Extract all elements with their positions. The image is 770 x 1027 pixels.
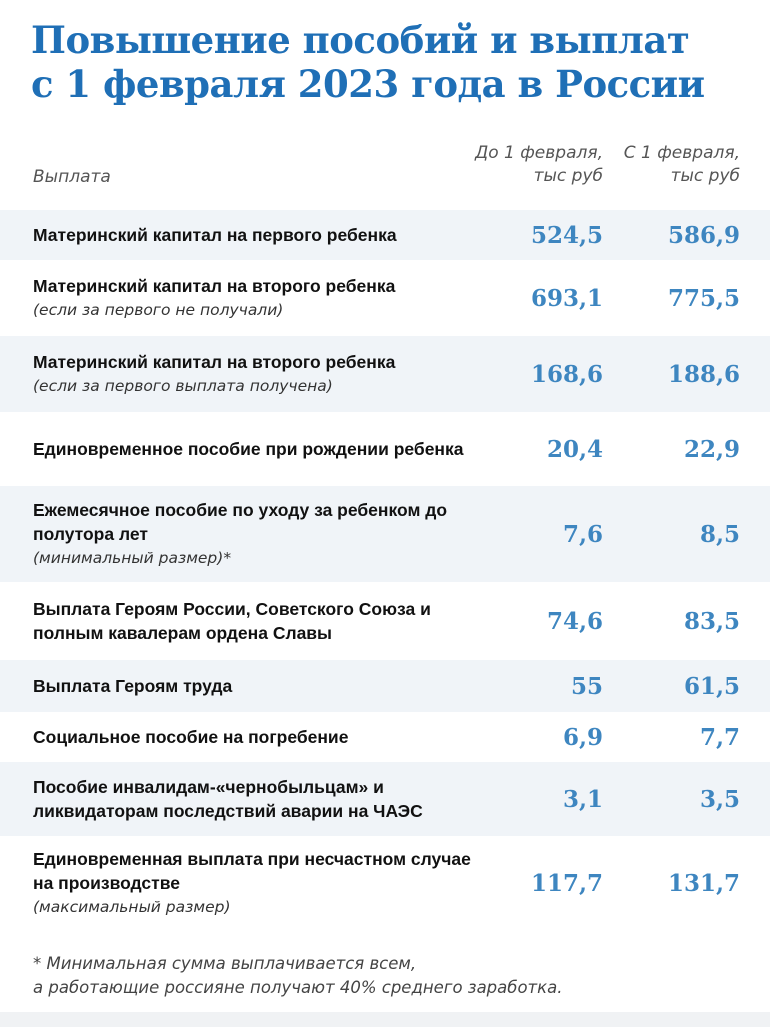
row-note: (если за первого не получали)	[33, 301, 284, 319]
table-row: Пособие инвалидам-«чернобыльцам» и ликви…	[0, 762, 770, 836]
value-before: 693,1	[530, 284, 603, 312]
value-after: 131,7	[667, 869, 740, 897]
value-before: 7,6	[562, 520, 603, 548]
value-before: 117,7	[530, 869, 603, 897]
table-row: Материнский капитал на второго ребенка (е…	[0, 260, 770, 336]
column-header-before-line2: тыс руб	[533, 166, 603, 186]
table-row: Материнский капитал на второго ребенка (е…	[0, 336, 770, 412]
row-label: Материнский капитал на второго ребенка (е…	[33, 274, 483, 322]
row-label-text: Выплата Героям России, Советского Союза …	[33, 599, 431, 643]
value-before: 74,6	[546, 607, 603, 635]
value-after: 61,5	[683, 672, 740, 700]
bottom-strip	[0, 1012, 770, 1027]
value-before: 55	[570, 672, 603, 700]
value-after: 83,5	[683, 607, 740, 635]
column-header-after: С 1 февраля, тыс руб	[624, 142, 740, 188]
footnote-line-2: а работающие россияне получают 40% средн…	[33, 978, 563, 997]
page-title: Повышение пособий и выплат с 1 февраля 2…	[31, 18, 751, 106]
title-line-2: с 1 февраля 2023 года в России	[31, 62, 705, 106]
value-after: 22,9	[683, 435, 740, 463]
footnote-line-1: * Минимальная сумма выплачивается всем,	[33, 954, 417, 973]
value-after: 586,9	[667, 221, 740, 249]
footnote: * Минимальная сумма выплачивается всем, …	[33, 952, 562, 1000]
column-header-after-line2: тыс руб	[670, 166, 740, 186]
row-label-text: Материнский капитал на второго ребенка	[33, 276, 396, 296]
value-before: 524,5	[530, 221, 603, 249]
row-note: (минимальный размер)*	[33, 549, 232, 567]
row-label: Выплата Героям труда	[33, 674, 483, 698]
row-label: Материнский капитал на второго ребенка (е…	[33, 350, 483, 398]
row-label: Социальное пособие на погребение	[33, 725, 483, 749]
table-row: Ежемесячное пособие по уходу за ребенком…	[0, 486, 770, 582]
value-before: 6,9	[562, 723, 603, 751]
value-after: 188,6	[667, 360, 740, 388]
benefits-table: Материнский капитал на первого ребенка 52…	[0, 210, 770, 930]
row-label: Единовременное пособие при рождении ребе…	[33, 437, 483, 461]
value-after: 8,5	[699, 520, 740, 548]
row-note: (максимальный размер)	[33, 898, 231, 916]
row-label-text: Единовременная выплата при несчастном сл…	[33, 849, 471, 893]
table-row: Материнский капитал на первого ребенка 52…	[0, 210, 770, 260]
table-row: Социальное пособие на погребение 6,9 7,7	[0, 712, 770, 762]
row-label-text: Ежемесячное пособие по уходу за ребенком…	[33, 500, 448, 544]
table-row: Единовременная выплата при несчастном сл…	[0, 836, 770, 930]
row-label: Ежемесячное пособие по уходу за ребенком…	[33, 498, 483, 570]
row-label-text: Социальное пособие на погребение	[33, 727, 349, 747]
row-label-text: Материнский капитал на первого ребенка	[33, 225, 397, 245]
table-row: Выплата Героям труда 55 61,5	[0, 660, 770, 712]
row-label: Выплата Героям России, Советского Союза …	[33, 597, 483, 645]
value-after: 7,7	[699, 723, 740, 751]
row-label-text: Материнский капитал на второго ребенка	[33, 352, 396, 372]
value-before: 3,1	[562, 785, 603, 813]
row-label: Пособие инвалидам-«чернобыльцам» и ликви…	[33, 775, 483, 823]
value-after: 775,5	[667, 284, 740, 312]
row-label-text: Пособие инвалидам-«чернобыльцам» и ликви…	[33, 777, 423, 821]
table-row: Единовременное пособие при рождении ребе…	[0, 412, 770, 486]
column-header-before: До 1 февраля, тыс руб	[475, 142, 603, 188]
column-header-payment: Выплата	[33, 167, 111, 187]
row-label-text: Единовременное пособие при рождении ребе…	[33, 439, 464, 459]
row-label-text: Выплата Героям труда	[33, 676, 233, 696]
title-line-1: Повышение пособий и выплат	[31, 18, 690, 62]
row-note: (если за первого выплата получена)	[33, 377, 333, 395]
column-header-before-line1: До 1 февраля,	[474, 143, 603, 163]
row-label: Единовременная выплата при несчастном сл…	[33, 847, 483, 919]
value-after: 3,5	[699, 785, 740, 813]
table-row: Выплата Героям России, Советского Союза …	[0, 582, 770, 660]
value-before: 20,4	[546, 435, 603, 463]
value-before: 168,6	[530, 360, 603, 388]
row-label: Материнский капитал на первого ребенка	[33, 223, 483, 247]
column-header-after-line1: С 1 февраля,	[623, 143, 740, 163]
